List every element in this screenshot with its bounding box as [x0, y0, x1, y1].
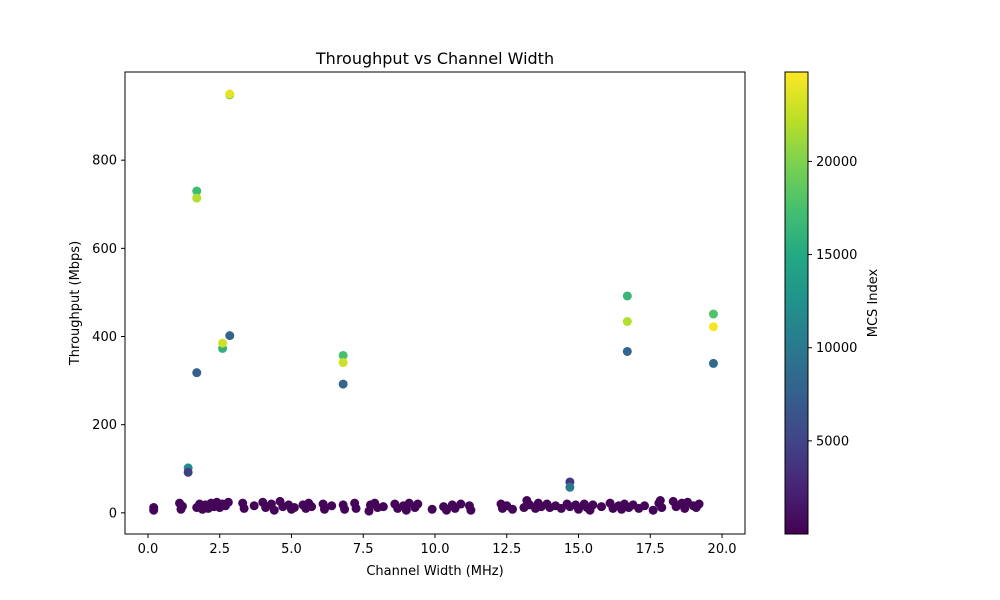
data-point-18 [708, 309, 718, 319]
data-point-116 [657, 503, 667, 513]
data-point-84 [508, 504, 517, 514]
data-point-7 [192, 368, 202, 378]
data-point-39 [239, 503, 249, 513]
data-point-25 [177, 501, 187, 511]
chart-title: Throughput vs Channel Width [315, 49, 554, 68]
y-axis-label: Throughput (Mbps) [68, 241, 83, 366]
x-tick-label: 12.5 [492, 542, 521, 557]
colorbar [784, 71, 809, 535]
plot-area-frame [124, 71, 746, 535]
x-axis-ticks: 0.0 2.5 5.0 7.5 10.0 12.5 15.0 17.5 20.0 [138, 534, 737, 557]
data-point-69 [401, 505, 411, 515]
data-point-44 [269, 505, 279, 515]
data-point-53 [307, 502, 317, 512]
data-point-12 [338, 379, 348, 389]
y-tick-label: 0 [109, 506, 117, 521]
y-tick-label: 600 [92, 242, 117, 257]
x-axis-label: Channel Width (MHz) [366, 564, 503, 579]
data-point-75 [441, 505, 451, 515]
colorbar-tick-label: 5000 [816, 434, 849, 449]
data-point-56 [327, 501, 337, 511]
data-point-98 [574, 504, 584, 514]
data-point-112 [640, 501, 650, 511]
data-point-14 [565, 482, 575, 492]
data-point-6 [218, 338, 228, 348]
data-point-16 [622, 317, 632, 327]
data-point-73 [427, 504, 437, 514]
data-point-1 [225, 89, 235, 99]
colorbar-tick-label: 10000 [816, 341, 857, 356]
colorbar-label: MCS Index [866, 268, 881, 337]
data-point-78 [456, 499, 466, 509]
colorbar-tick-label: 20000 [816, 155, 857, 170]
data-point-11 [338, 358, 348, 368]
y-tick-label: 800 [92, 154, 117, 169]
y-axis-ticks: 0 200 400 600 800 [92, 154, 125, 521]
data-point-80 [466, 505, 476, 515]
data-point-65 [378, 502, 388, 512]
data-point-9 [183, 467, 193, 477]
data-point-19 [708, 322, 718, 332]
y-tick-label: 400 [92, 330, 117, 345]
data-point-17 [622, 346, 632, 356]
data-point-40 [249, 501, 259, 511]
data-point-2 [192, 186, 202, 196]
x-tick-label: 20.0 [708, 542, 737, 557]
data-point-60 [351, 503, 361, 513]
data-point-37 [223, 497, 233, 507]
data-point-102 [588, 500, 598, 510]
x-tick-label: 17.5 [636, 542, 665, 557]
colorbar-tick-label: 15000 [816, 248, 857, 263]
y-tick-label: 200 [92, 418, 117, 433]
data-point-113 [648, 505, 658, 515]
data-point-58 [340, 504, 350, 514]
data-point-15 [622, 291, 632, 301]
data-point-115 [655, 496, 665, 505]
data-point-72 [413, 499, 423, 509]
x-tick-label: 10.0 [421, 542, 450, 557]
data-point-103 [596, 502, 606, 512]
data-point-20 [708, 358, 718, 368]
x-tick-label: 7.5 [353, 542, 374, 557]
x-tick-label: 15.0 [564, 542, 593, 557]
x-tick-label: 5.0 [281, 542, 302, 557]
x-tick-label: 0.0 [138, 542, 159, 557]
data-point-55 [319, 504, 329, 514]
data-point-3 [192, 193, 202, 203]
colorbar-ticks: 5000 10000 15000 20000 [808, 155, 857, 449]
data-point-10 [338, 350, 348, 360]
data-point-49 [289, 503, 299, 513]
data-point-4 [225, 331, 235, 341]
x-tick-label: 2.5 [209, 542, 230, 557]
data-point-22 [149, 505, 159, 515]
data-point-124 [694, 499, 704, 509]
data-points [149, 89, 718, 516]
